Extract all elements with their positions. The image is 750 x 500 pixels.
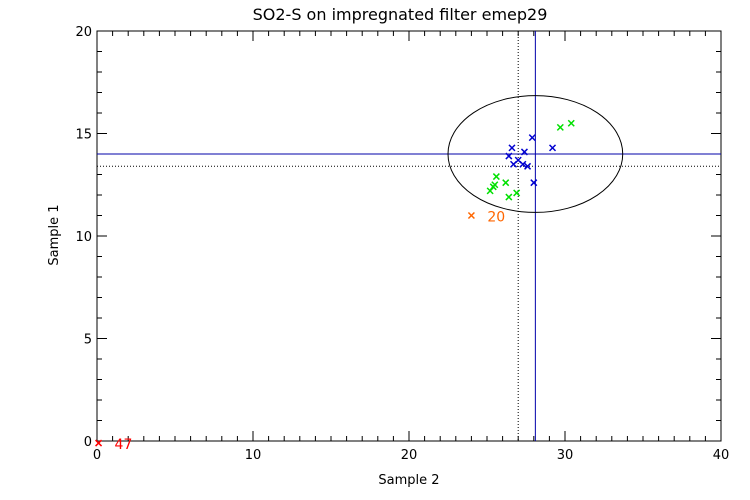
plot-area: 0 10 20 30 40 0 5 10 15 20 20 47 (75, 25, 729, 463)
x-tick-label: 40 (713, 448, 730, 463)
data-point-label: 20 (487, 210, 505, 226)
data-point (520, 148, 528, 156)
data-point (508, 144, 516, 152)
x-tick-label: 10 (245, 448, 262, 463)
data-point (513, 189, 521, 197)
y-axis-label: Sample 1 (47, 204, 62, 265)
x-tick-label: 20 (401, 448, 418, 463)
x-tick-label: 30 (557, 448, 574, 463)
data-point (548, 144, 557, 152)
data-point (505, 152, 513, 160)
plot-frame (96, 30, 722, 442)
data-point (95, 439, 103, 447)
data-point-label: 47 (115, 437, 133, 453)
data-point (519, 160, 527, 168)
data-point (491, 181, 499, 189)
y-tick-label: 5 (84, 333, 92, 348)
data-point (530, 179, 538, 187)
data-point (528, 134, 536, 142)
data-point (502, 179, 510, 187)
y-tick-label: 15 (75, 128, 92, 143)
x-axis-label: Sample 2 (378, 473, 439, 488)
data-point (492, 173, 500, 181)
chart-title: SO2-S on impregnated filter emep29 (253, 5, 548, 24)
data-point (524, 162, 532, 170)
data-point (505, 193, 513, 201)
x-tick-label: 0 (93, 448, 101, 463)
y-tick-label: 0 (84, 435, 92, 450)
y-tick-label: 10 (75, 230, 92, 245)
data-point (467, 211, 475, 220)
consensus-ellipse (447, 95, 624, 213)
data-point (567, 119, 575, 127)
data-point (556, 123, 564, 131)
y-tick-label: 20 (75, 25, 92, 40)
